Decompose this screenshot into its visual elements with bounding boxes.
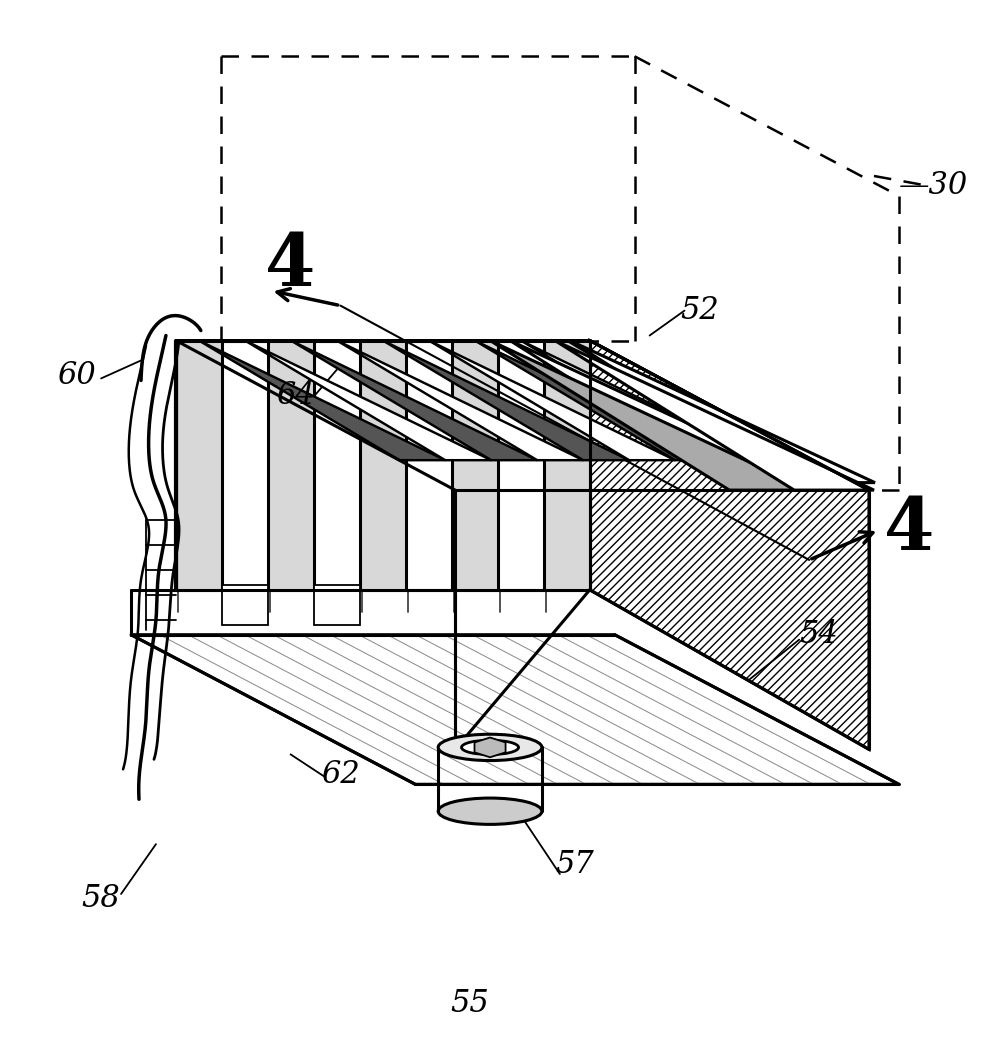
Polygon shape <box>359 341 406 590</box>
Polygon shape <box>176 341 590 590</box>
Text: —30: —30 <box>899 170 969 201</box>
Polygon shape <box>521 341 767 461</box>
Polygon shape <box>383 341 629 461</box>
Polygon shape <box>176 341 869 490</box>
Polygon shape <box>131 634 899 785</box>
Polygon shape <box>475 341 721 461</box>
Polygon shape <box>176 341 222 590</box>
Polygon shape <box>544 341 590 590</box>
Text: 52: 52 <box>680 295 719 326</box>
Polygon shape <box>245 341 491 461</box>
Polygon shape <box>291 341 538 461</box>
Polygon shape <box>314 585 359 625</box>
Text: 58: 58 <box>82 883 121 915</box>
Text: 4: 4 <box>884 495 934 566</box>
Polygon shape <box>570 341 875 483</box>
Polygon shape <box>590 341 869 750</box>
Ellipse shape <box>438 734 542 760</box>
Text: 62: 62 <box>321 759 359 790</box>
Polygon shape <box>510 341 815 483</box>
Polygon shape <box>268 341 314 590</box>
Text: 60: 60 <box>56 360 96 391</box>
Text: 55: 55 <box>451 988 489 1019</box>
Polygon shape <box>222 585 268 625</box>
Polygon shape <box>555 341 874 490</box>
Text: 64: 64 <box>276 380 315 411</box>
Polygon shape <box>199 341 445 461</box>
Polygon shape <box>452 341 497 590</box>
Polygon shape <box>567 341 813 461</box>
Text: 57: 57 <box>556 848 594 880</box>
Polygon shape <box>490 341 810 490</box>
Polygon shape <box>429 341 675 461</box>
Polygon shape <box>474 737 506 757</box>
Polygon shape <box>337 341 583 461</box>
Ellipse shape <box>438 798 542 824</box>
Text: 54: 54 <box>800 620 839 650</box>
Text: 4: 4 <box>266 230 316 301</box>
Ellipse shape <box>461 740 519 755</box>
